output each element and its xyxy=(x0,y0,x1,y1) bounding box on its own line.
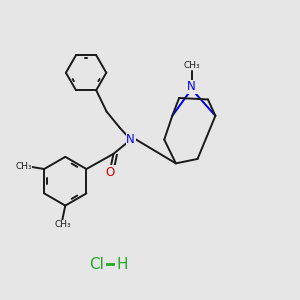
Text: CH₃: CH₃ xyxy=(54,220,70,229)
Text: O: O xyxy=(106,166,115,179)
Text: N: N xyxy=(126,133,135,146)
Text: Cl: Cl xyxy=(89,257,104,272)
Text: H: H xyxy=(116,257,128,272)
Text: N: N xyxy=(187,80,196,93)
Text: CH₃: CH₃ xyxy=(15,161,32,170)
Text: CH₃: CH₃ xyxy=(184,61,200,70)
